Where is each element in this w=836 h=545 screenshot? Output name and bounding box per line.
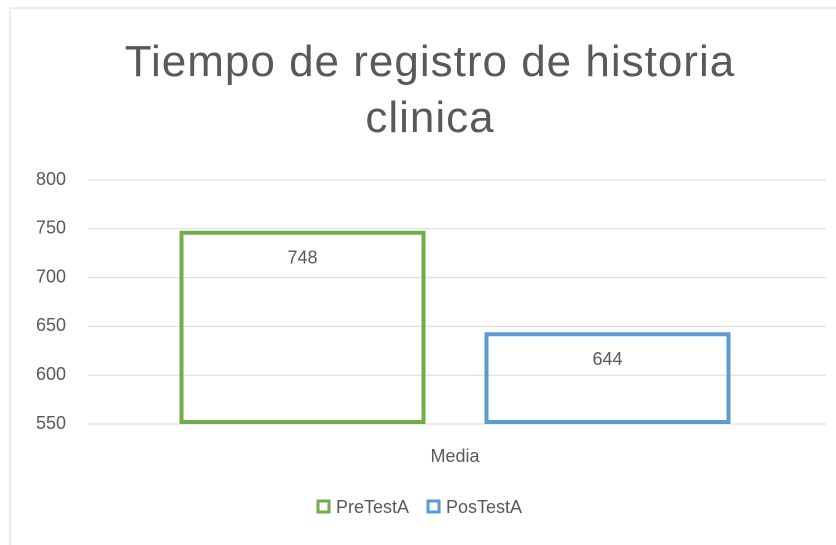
bar <box>179 230 426 424</box>
y-tick-label: 700 <box>36 266 66 286</box>
y-tick-label: 800 <box>36 169 66 189</box>
y-tick-label: 650 <box>36 315 66 335</box>
legend-label: PosTestA <box>446 497 522 517</box>
legend-swatch <box>316 499 331 514</box>
legend-swatch <box>426 499 441 514</box>
y-tick-label: 750 <box>36 218 66 238</box>
legend-label: PreTestA <box>336 497 409 517</box>
chart-title: Tiempo de registro de historia clinica <box>124 37 736 142</box>
bar <box>484 332 731 425</box>
data-label: 748 <box>287 248 317 268</box>
x-tick-label: Media <box>430 446 480 466</box>
chart-border <box>9 7 836 545</box>
y-tick-label: 600 <box>36 364 66 384</box>
data-label: 644 <box>592 349 622 369</box>
y-tick-label: 550 <box>36 413 66 433</box>
